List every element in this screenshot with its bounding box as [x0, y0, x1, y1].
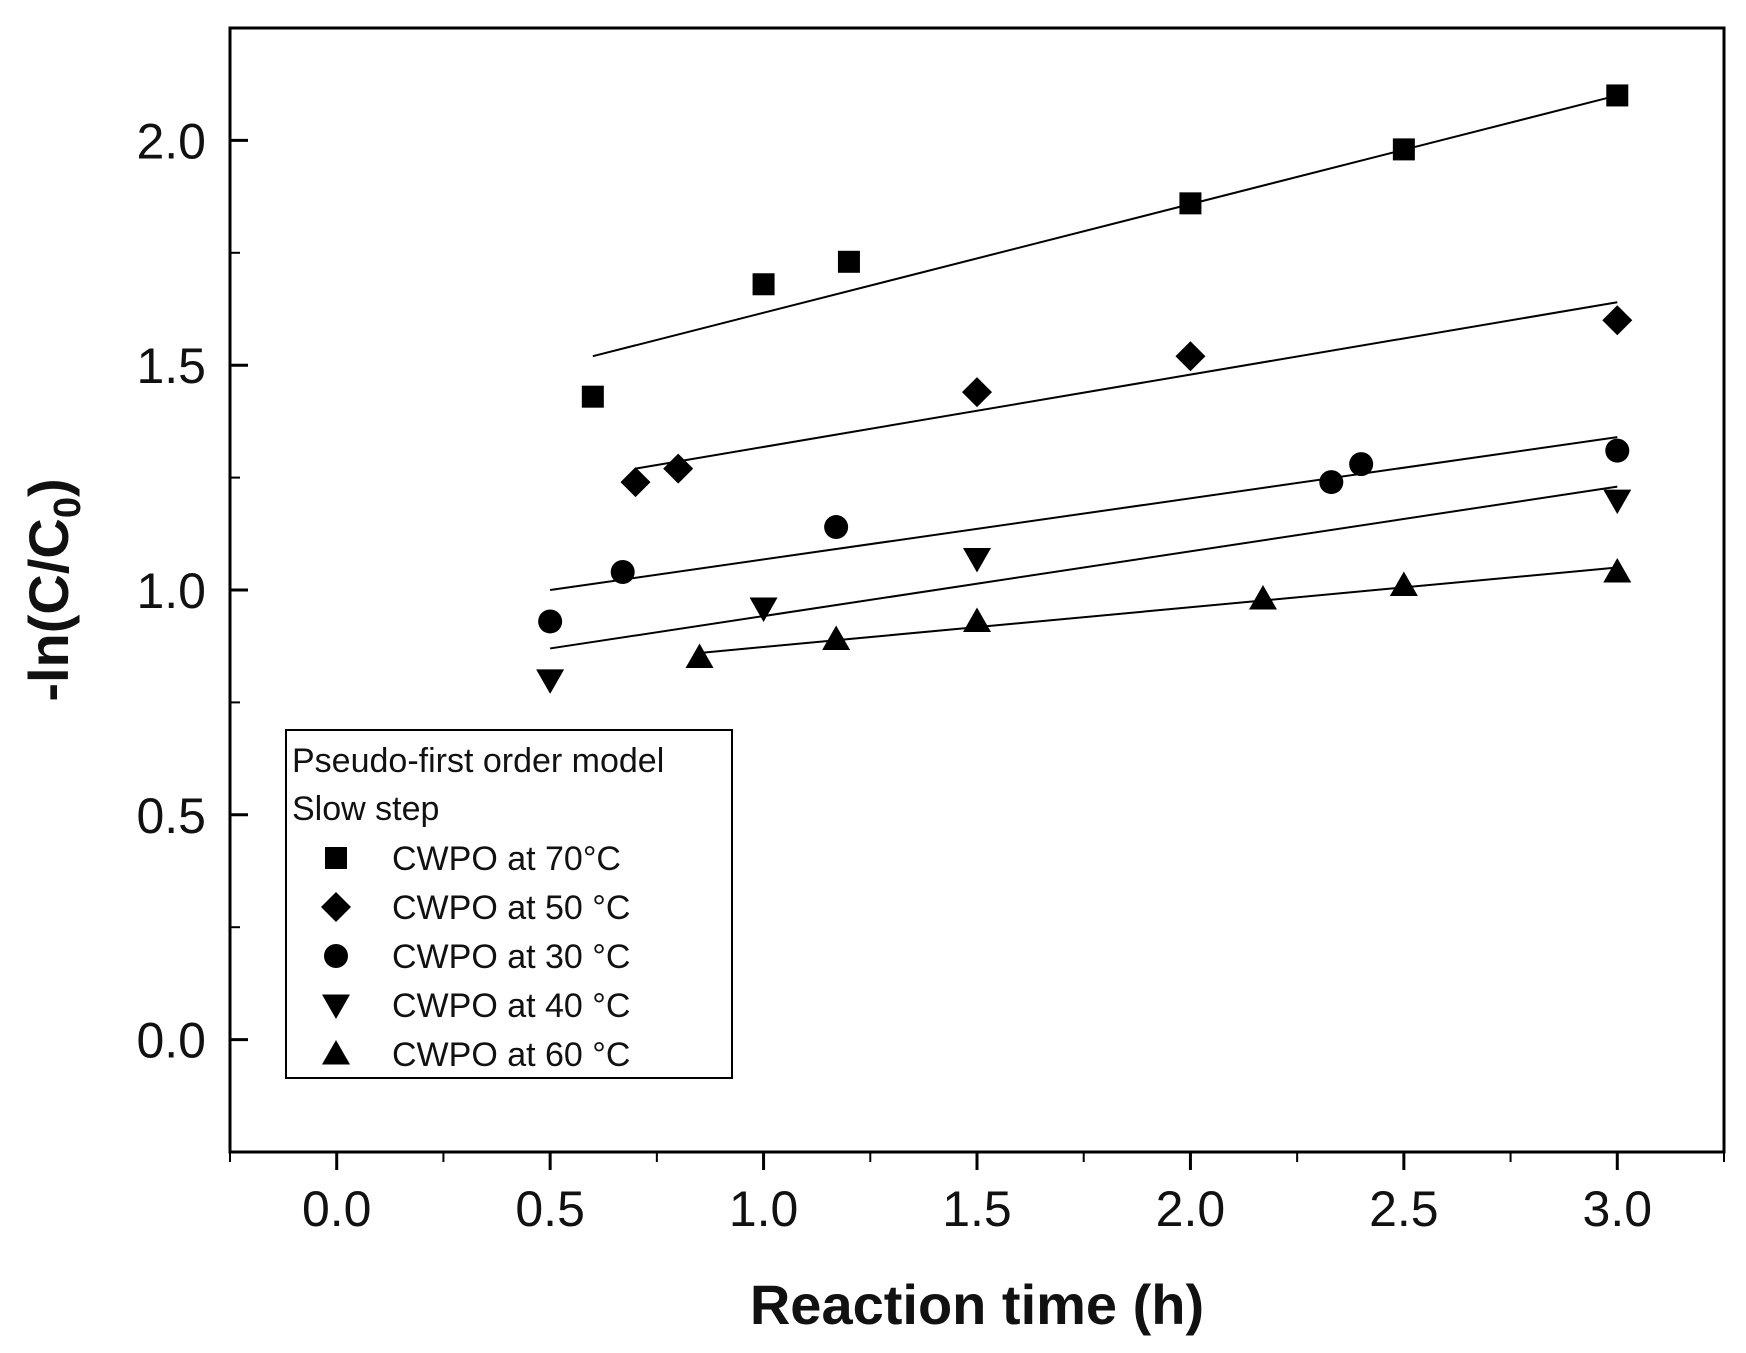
y-axis: 0.0 0.5 1.0 1.5 2.0: [136, 27, 248, 1153]
x-tick-label: 0.5: [515, 1181, 585, 1237]
data-point-square: [1179, 192, 1202, 215]
x-tick-label: 2.5: [1369, 1181, 1439, 1237]
data-point-circle: [610, 560, 635, 585]
y-axis-title: -ln(C/C0): [17, 478, 89, 701]
y-tick-label: 2.0: [136, 113, 206, 169]
data-point-square: [1606, 84, 1629, 107]
data-point-triangle-up: [1248, 584, 1277, 610]
data-point-triangle-down: [749, 597, 778, 622]
y-axis-title-end: ): [17, 478, 80, 497]
data-point-circle: [824, 515, 849, 540]
data-point-triangle-down: [536, 669, 565, 694]
y-tick-label: 0.5: [136, 788, 206, 844]
x-axis: 0.0 0.5 1.0 1.5 2.0 2.5 3.0: [229, 1152, 1725, 1237]
data-point-triangle-down: [963, 548, 991, 573]
data-point-circle: [538, 609, 563, 634]
data-point-triangle-up: [1389, 571, 1418, 597]
data-point-diamond: [620, 467, 651, 498]
data-point-triangle-up: [685, 643, 714, 668]
data-point-triangle-down: [1603, 489, 1632, 515]
legend-label: CWPO at 50 °C: [392, 889, 630, 927]
legend-label: CWPO at 60 °C: [392, 1036, 630, 1074]
x-tick-label: 0.0: [302, 1181, 372, 1237]
data-point-square: [837, 250, 860, 273]
fit-line: [592, 94, 1618, 358]
data-points: [536, 84, 1633, 694]
fit-line: [699, 566, 1618, 654]
legend-marker-triangle-up: [322, 1040, 350, 1065]
svg-text:-ln(C/C0): -ln(C/C0): [17, 478, 89, 701]
legend-title-line1: Pseudo-first order model: [292, 742, 664, 780]
legend-entries: CWPO at 70°C CWPO at 50 °C CWPO at 30 °C CW…: [321, 840, 630, 1074]
fit-line: [635, 301, 1618, 470]
x-axis-title: Reaction time (h): [750, 1273, 1204, 1336]
x-tick-label: 2.0: [1156, 1181, 1226, 1237]
data-point-diamond: [663, 453, 694, 484]
y-axis-title-subscript: 0: [47, 497, 89, 518]
data-point-triangle-up: [822, 625, 851, 650]
x-tick-label: 1.5: [942, 1181, 1012, 1237]
legend-marker-diamond: [321, 892, 351, 922]
legend-label: CWPO at 40 °C: [392, 987, 630, 1025]
legend: Pseudo-first order model Slow step CWPO …: [285, 729, 733, 1079]
data-point-square: [1392, 138, 1415, 161]
data-point-square: [752, 273, 775, 296]
legend-marker-triangle-down: [322, 994, 350, 1019]
legend-label: CWPO at 70°C: [392, 840, 621, 878]
fit-lines: [549, 94, 1618, 654]
data-point-square: [581, 385, 604, 408]
data-point-diamond: [1175, 341, 1206, 372]
legend-marker-circle: [324, 944, 348, 968]
data-point-triangle-up: [963, 607, 991, 632]
fit-line: [549, 485, 1618, 650]
data-point-diamond: [1602, 305, 1633, 336]
legend-box: [285, 729, 733, 1079]
y-tick-label: 1.0: [136, 563, 206, 619]
data-point-circle: [1349, 452, 1374, 477]
data-point-triangle-up: [1603, 558, 1632, 583]
y-tick-label: 0.0: [136, 1013, 206, 1069]
data-point-circle: [1319, 470, 1344, 495]
data-point-diamond: [962, 377, 992, 408]
x-tick-label: 3.0: [1583, 1181, 1653, 1237]
legend-marker-square: [325, 847, 347, 869]
data-point-circle: [1605, 438, 1630, 463]
legend-label: CWPO at 30 °C: [392, 938, 630, 976]
x-tick-label: 1.0: [729, 1181, 799, 1237]
legend-title-line2: Slow step: [292, 790, 439, 828]
y-axis-title-main: -ln(C/C: [17, 518, 80, 702]
y-tick-label: 1.5: [136, 338, 206, 394]
fit-line: [550, 436, 1618, 591]
